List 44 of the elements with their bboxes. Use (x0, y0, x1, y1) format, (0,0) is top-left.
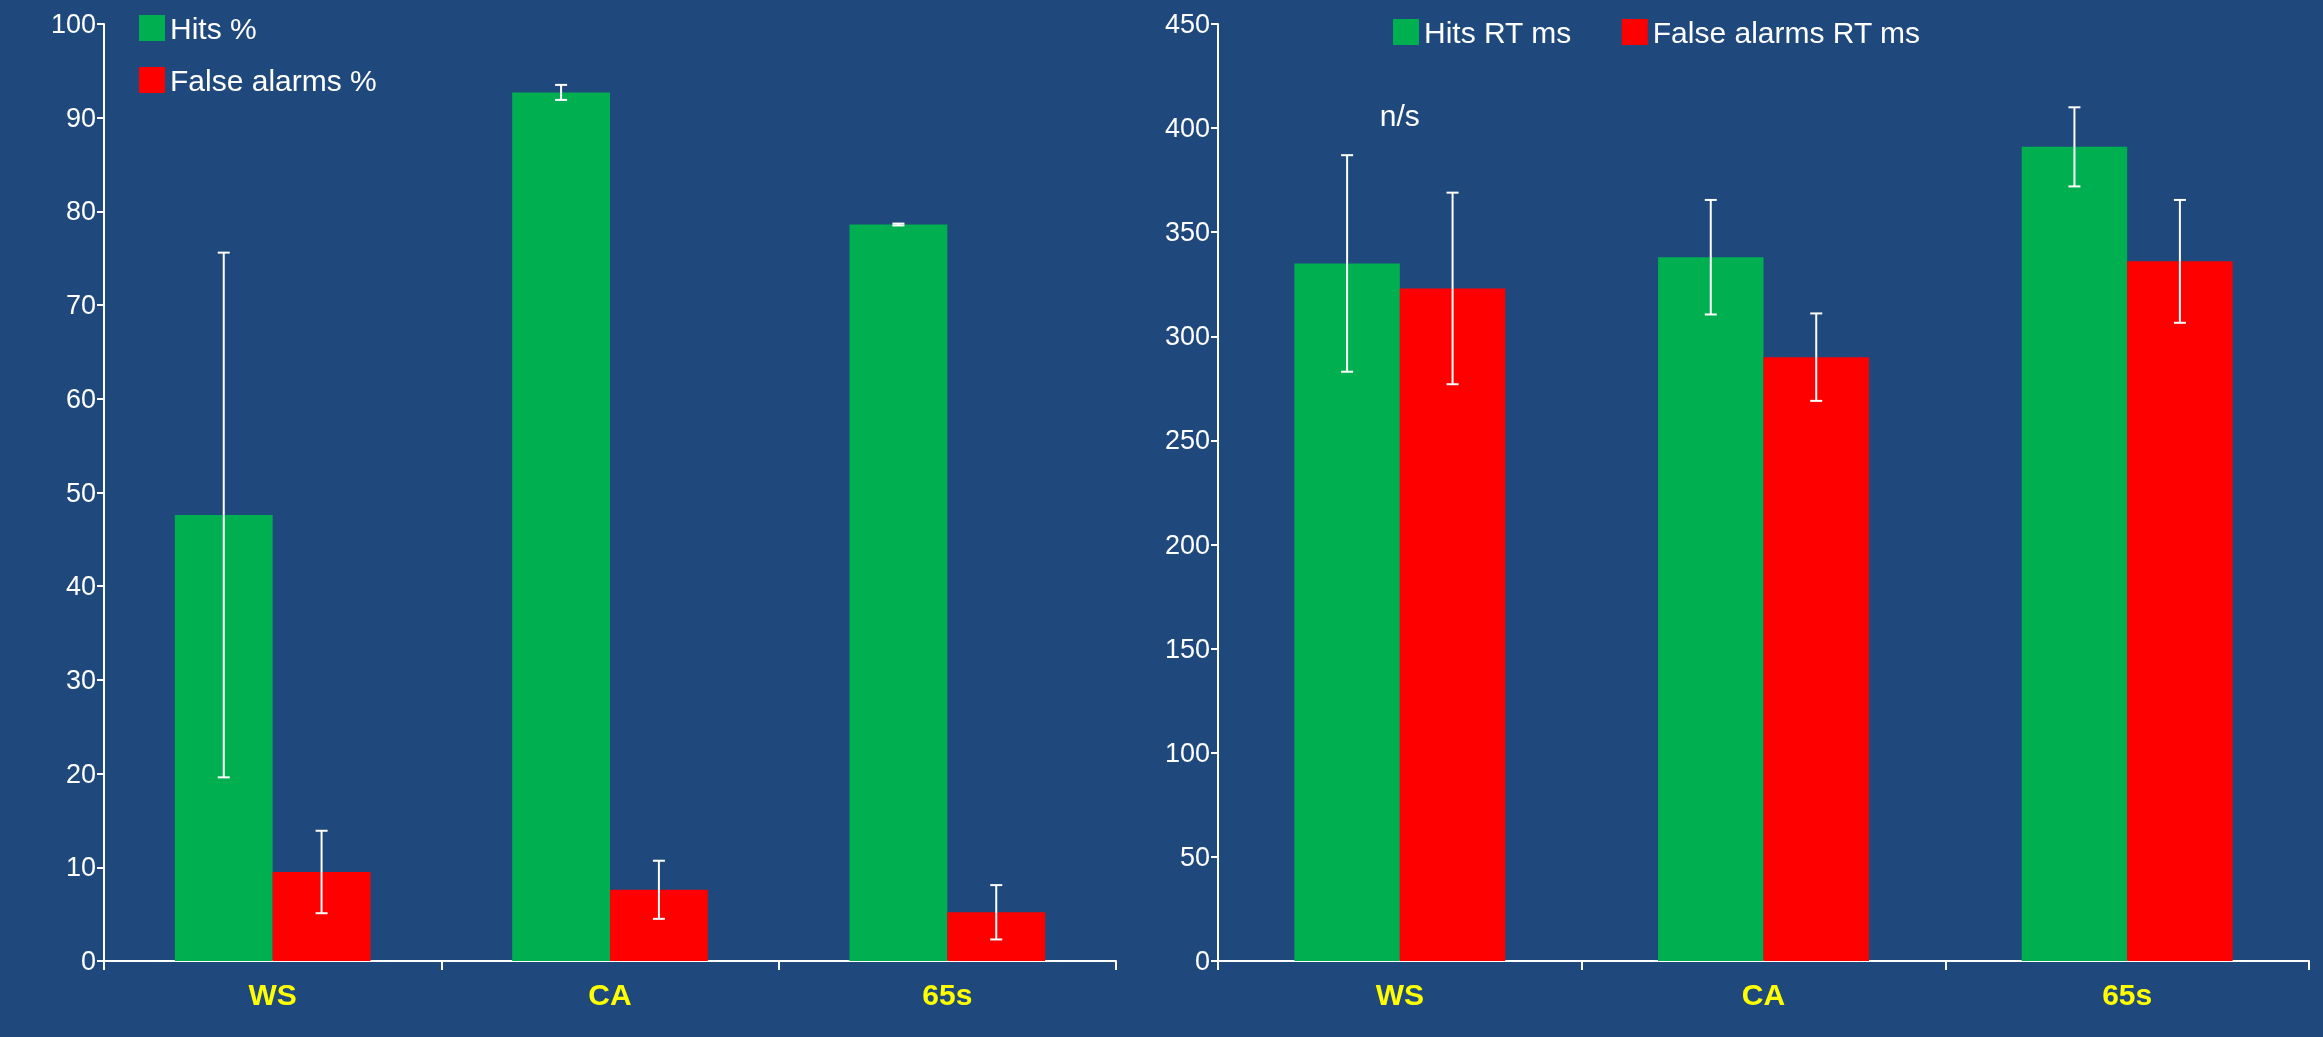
x-tick-label: WS (1375, 977, 1424, 1011)
x-tick-label: 65s (2102, 977, 2153, 1011)
bar (1399, 288, 1506, 961)
y-tick-label: 90 (65, 102, 96, 133)
legend-label: False alarms % (170, 63, 377, 97)
annotation: n/s (1379, 98, 1420, 132)
x-tick-label: 65s (922, 977, 973, 1011)
y-tick-label: 80 (65, 196, 96, 227)
y-tick-label: 10 (65, 852, 96, 883)
bar (2021, 146, 2128, 961)
y-tick-label: 30 (65, 664, 96, 695)
y-tick-label: 20 (65, 758, 96, 789)
y-tick-label: 450 (1164, 9, 1210, 39)
bar (610, 889, 708, 961)
bar (272, 871, 371, 961)
y-tick-label: 100 (1164, 737, 1210, 768)
bar (512, 92, 610, 961)
y-tick-label: 300 (1164, 321, 1210, 352)
x-tick-label: WS (248, 977, 297, 1011)
y-tick-label: 0 (1194, 946, 1210, 976)
x-tick-label: CA (1741, 977, 1786, 1011)
y-tick-label: 350 (1164, 217, 1210, 248)
bar (174, 514, 273, 961)
legend-label: False alarms RT ms (1652, 15, 1921, 49)
y-tick-label: 100 (50, 9, 96, 39)
legend-label: Hits % (170, 11, 257, 45)
y-tick-label: 50 (65, 477, 96, 508)
y-tick-label: 50 (1179, 841, 1210, 872)
bar (1294, 263, 1400, 961)
bar (2127, 261, 2233, 961)
y-tick-label: 40 (65, 571, 96, 602)
y-tick-label: 200 (1164, 529, 1210, 560)
y-tick-label: 0 (80, 946, 96, 976)
bar (1658, 257, 1764, 961)
bar (849, 224, 948, 961)
y-tick-label: 70 (65, 290, 96, 321)
bar (947, 912, 1046, 961)
x-tick-label: CA (588, 977, 632, 1011)
y-tick-label: 250 (1164, 425, 1210, 456)
y-tick-label: 60 (65, 383, 96, 414)
legend-label: Hits RT ms (1424, 15, 1572, 49)
bar (1763, 357, 1869, 961)
y-tick-label: 400 (1164, 113, 1210, 144)
y-tick-label: 150 (1164, 633, 1210, 664)
